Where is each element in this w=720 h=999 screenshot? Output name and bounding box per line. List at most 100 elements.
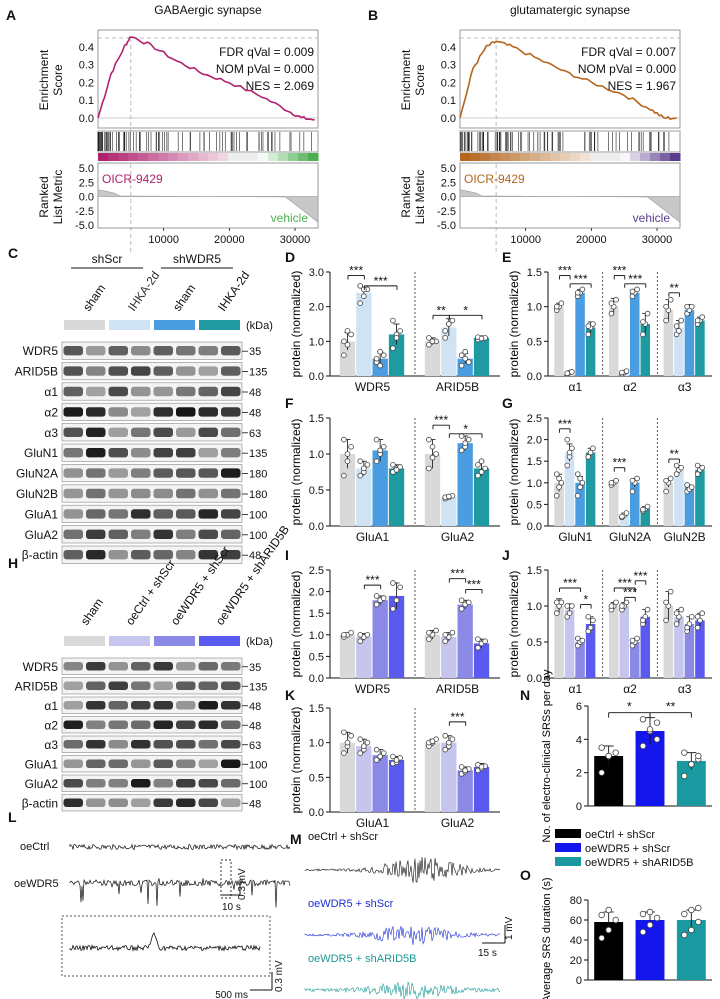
bar [635, 920, 665, 980]
data-point [449, 629, 456, 636]
blot-band [131, 386, 151, 397]
bar [388, 334, 405, 376]
blot-band [153, 407, 173, 417]
data-point [462, 440, 468, 447]
gradient-cell [268, 153, 279, 161]
data-point [585, 323, 592, 329]
data-point [605, 906, 612, 914]
data-point [681, 772, 688, 780]
blot-band [131, 740, 151, 749]
data-point [449, 736, 456, 742]
kda-label: 100 [249, 779, 267, 791]
data-point [640, 331, 646, 338]
y-tick-label: 2 [576, 768, 582, 780]
blot-band [221, 427, 241, 437]
data-point [393, 467, 400, 473]
data-point [579, 479, 586, 486]
gsea-stat: NOM pVal = 0.000 [216, 62, 314, 76]
data-point [478, 335, 485, 342]
x-group-label: GluA1 [356, 530, 390, 544]
rank-tick-label: -5.0 [75, 220, 94, 232]
blot-band [153, 529, 173, 539]
data-point [608, 300, 615, 307]
gradient-cell [650, 153, 661, 161]
data-point [673, 323, 680, 329]
blot-band [86, 550, 106, 560]
data-point [393, 757, 400, 763]
scale-label: 0.3 mV [237, 868, 248, 900]
data-point [644, 310, 651, 317]
sig-label: *** [563, 576, 577, 590]
blot-band [131, 681, 151, 690]
data-point [639, 910, 647, 918]
lane-color-swatch [109, 320, 150, 330]
gradient-cell [218, 153, 229, 161]
data-point [397, 464, 403, 470]
x-group-label: GluA1 [356, 816, 390, 830]
data-point [390, 461, 396, 468]
gsea-stat: NES = 1.967 [608, 79, 677, 93]
bar-chart-K: K 0.0 0.5 1.0 1.5 protein (normalized) GluA1 Gl… [285, 687, 500, 830]
blot-band [221, 798, 241, 807]
blot-band [131, 662, 151, 671]
bar [585, 452, 596, 526]
blot-band [131, 509, 151, 519]
data-point [341, 472, 347, 479]
blot-band [176, 366, 196, 376]
blot-band [176, 488, 196, 499]
blot-band [221, 488, 241, 499]
data-point [553, 471, 560, 477]
y-tick-label: 1.0 [309, 630, 324, 642]
bar-chart-G: G 0.0 0.5 1.0 1.5 2.0 2.5 protein (normalized) G… [502, 395, 712, 544]
data-point [673, 471, 680, 477]
data-point [475, 472, 481, 479]
bar [388, 760, 405, 812]
data-point [695, 904, 702, 912]
data-point [348, 629, 354, 636]
blot-band [198, 681, 218, 690]
bar [372, 755, 388, 812]
data-point [558, 479, 565, 486]
panel-letter: J [502, 547, 510, 563]
data-point [475, 461, 481, 468]
y-tick-label: 2.0 [309, 302, 324, 314]
blot-band [198, 468, 218, 478]
es-frame [459, 29, 681, 129]
blot-band [176, 509, 196, 519]
blot-band [176, 427, 196, 437]
data-point [574, 635, 581, 642]
data-point [426, 341, 432, 348]
data-point [605, 926, 612, 934]
data-point [681, 910, 688, 918]
y-axis-label: No. of electro-clinical SRSs per day [541, 669, 553, 843]
protein-label: GluN1 [24, 446, 58, 460]
blot-band [176, 448, 196, 458]
protein-label: GluN2A [16, 467, 58, 481]
kda-label: 48 [249, 701, 261, 713]
sig-label: *** [618, 576, 632, 590]
data-point [462, 767, 468, 774]
zoom-box [220, 859, 232, 899]
data-point [613, 599, 619, 606]
gradient-cell [570, 153, 581, 161]
data-point [608, 310, 615, 317]
bar [554, 482, 564, 526]
blot-band [63, 701, 83, 710]
sig-label: *** [374, 274, 388, 288]
blot-band [131, 720, 151, 729]
data-point [587, 449, 594, 456]
data-point [688, 484, 695, 490]
data-point [694, 613, 701, 620]
es-frame [97, 29, 319, 129]
data-point [475, 636, 481, 642]
rank-tick-label: -2.5 [75, 206, 94, 218]
blot-band [63, 488, 83, 499]
blot-band [221, 448, 241, 458]
bar [619, 606, 629, 678]
data-point [619, 603, 625, 609]
blot-band [86, 346, 106, 356]
y-tick-label: 1.5 [527, 565, 542, 577]
blot-band [153, 366, 173, 376]
gradient-cell [480, 153, 491, 161]
